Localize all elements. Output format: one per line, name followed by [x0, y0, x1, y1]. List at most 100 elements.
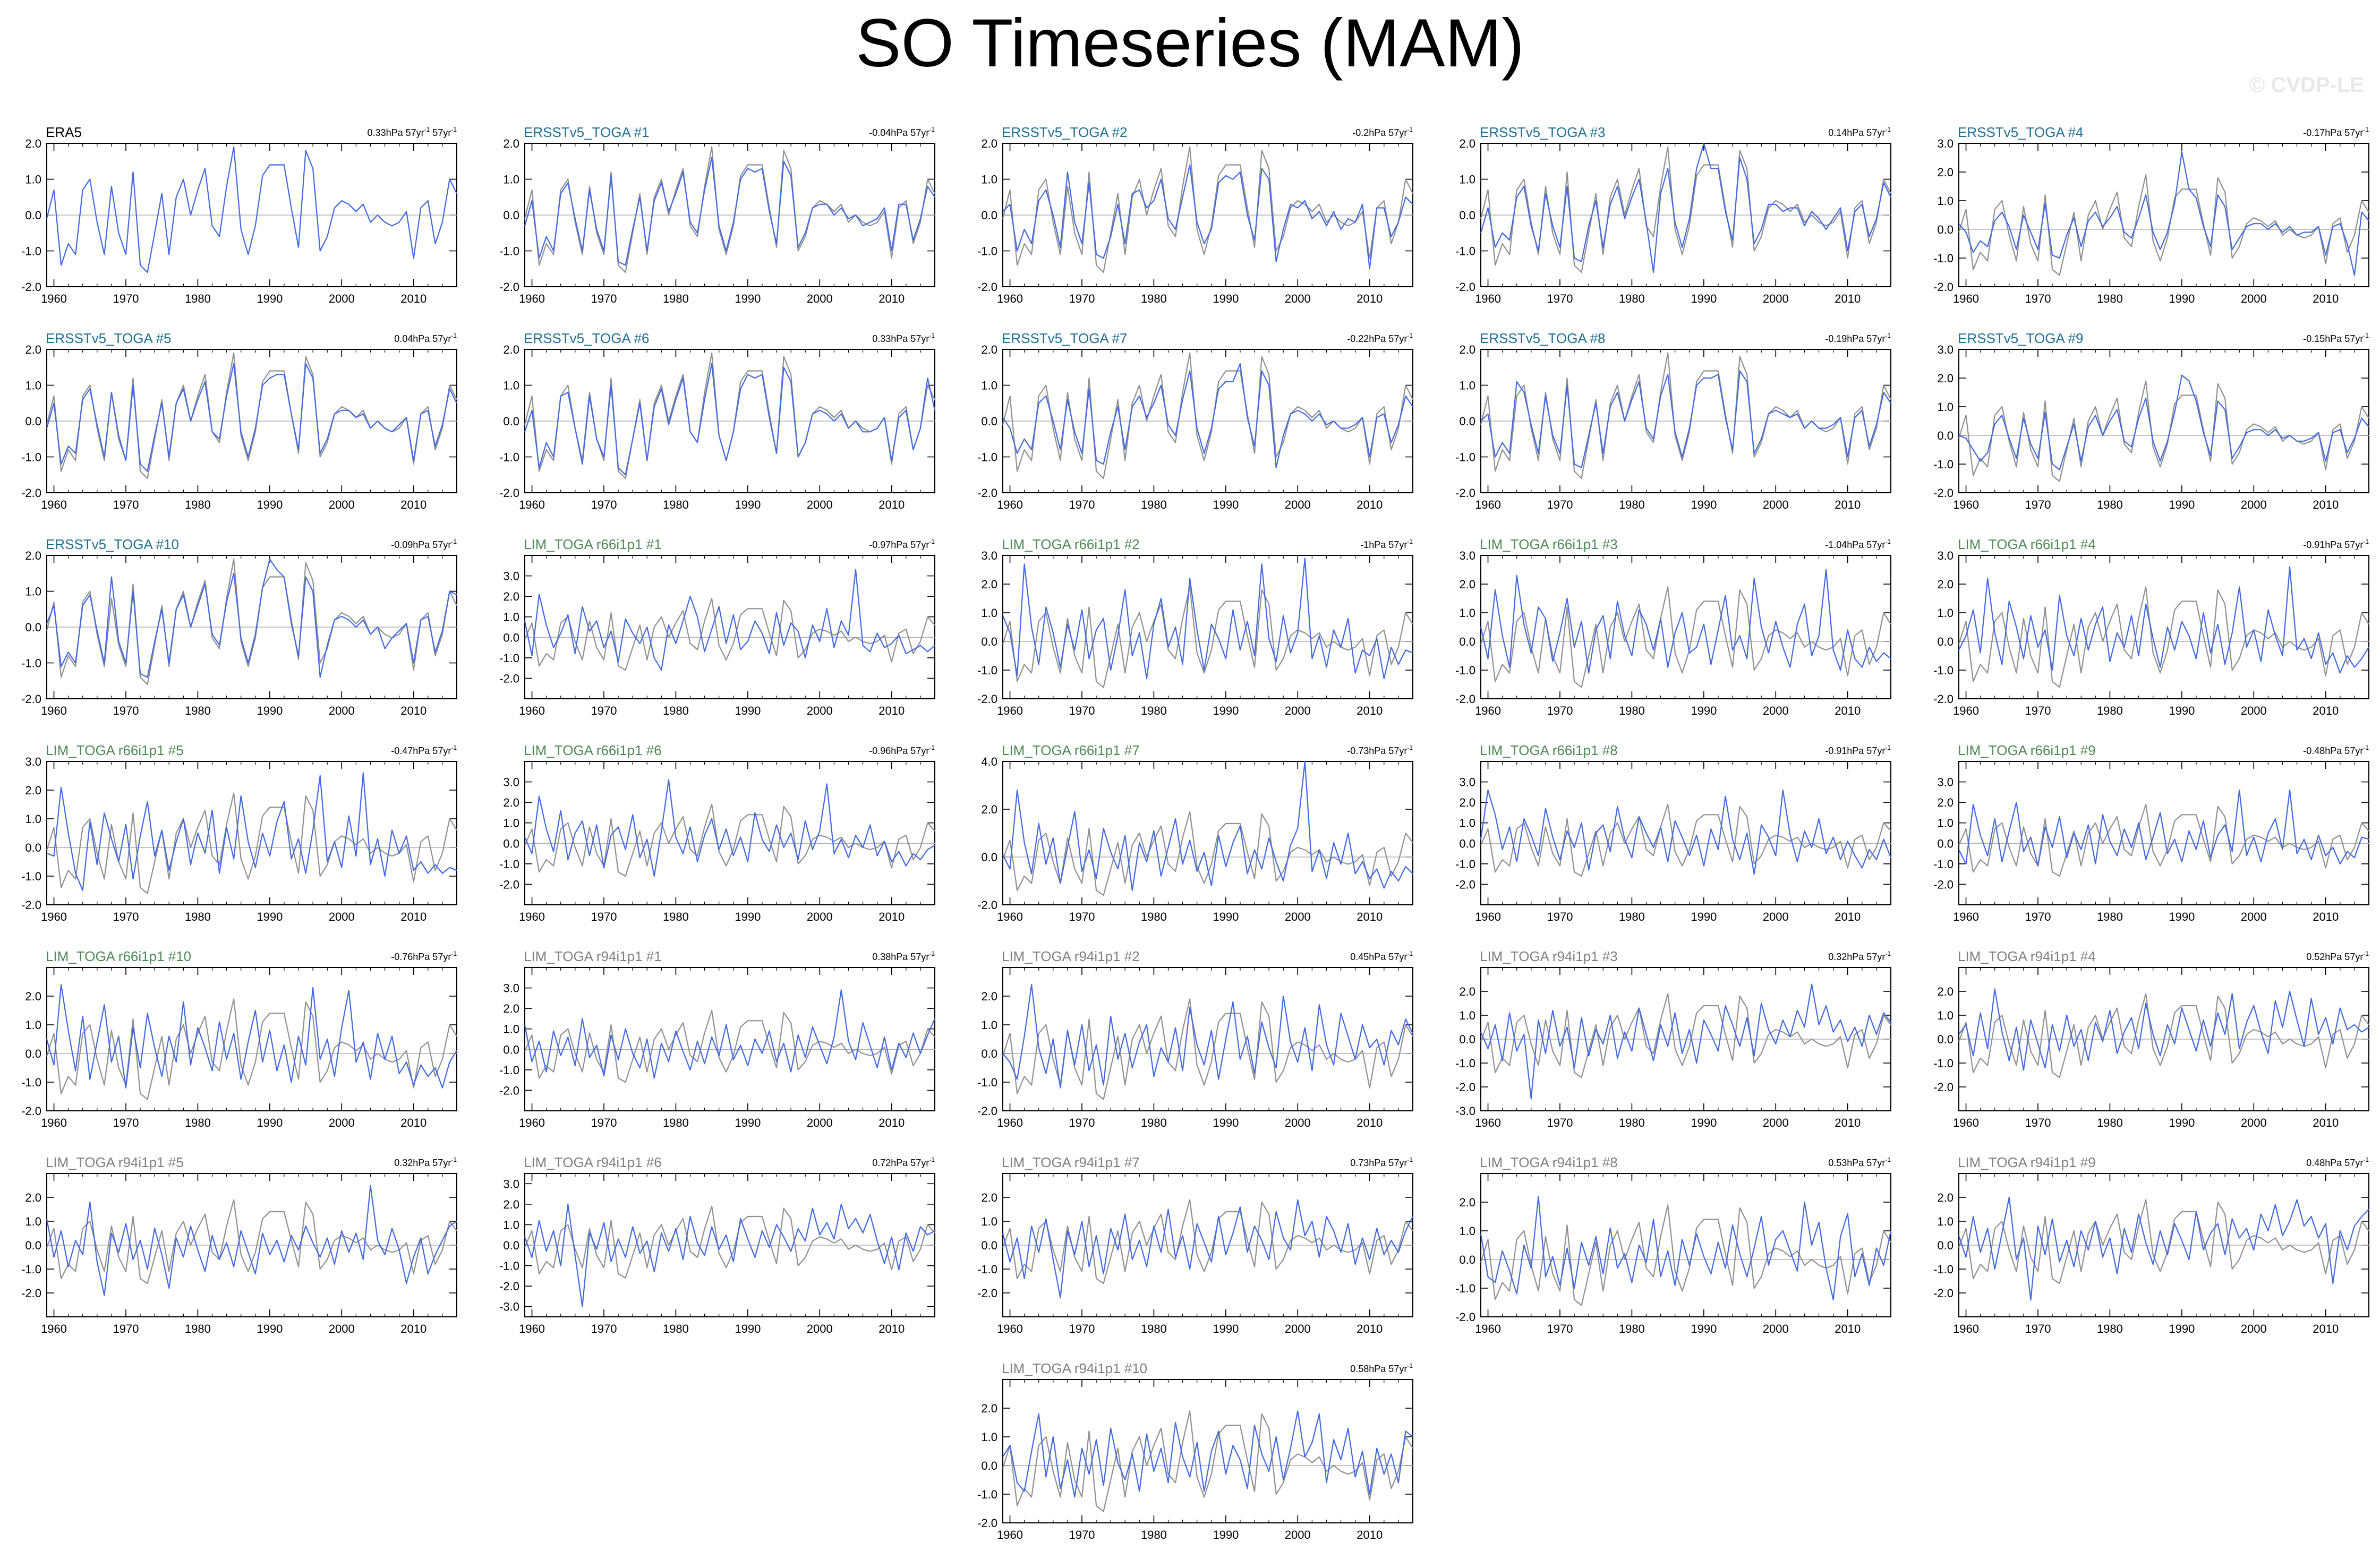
x-tick-label: 1960	[41, 292, 67, 305]
x-tick-label: 1990	[1213, 1116, 1239, 1129]
x-tick-label: 2000	[1285, 498, 1311, 511]
x-tick-label: 1960	[41, 910, 67, 923]
timeseries-chart: ERSSTv5_TOGA #9 -0.15hPa 57yr-1 1960 1970 19…	[1933, 330, 2369, 511]
x-tick-label: 2000	[2241, 292, 2267, 305]
timeseries-chart: ERSSTv5_TOGA #1 -0.04hPa 57yr-1 1960 1970 19…	[499, 124, 935, 305]
y-tick-label: -1.0	[1933, 1263, 1954, 1276]
plot-frame	[1480, 1173, 1891, 1317]
plot-frame	[1002, 1379, 1413, 1523]
x-tick-label: 2010	[878, 1322, 905, 1335]
x-tick-label: 1970	[113, 1322, 139, 1335]
timeseries-chart: LIM_TOGA r66i1p1 #7 -0.73hPa 57yr-1 1960 19…	[977, 742, 1413, 923]
x-tick-label: 1960	[1953, 704, 1979, 717]
trend-label: 0.48hPa 57yr-1	[2306, 1156, 2369, 1168]
x-tick-label: 1980	[1141, 498, 1167, 511]
y-tick-label: -1.0	[977, 664, 997, 677]
y-tick-label: 2.0	[981, 137, 997, 150]
series-line-reference	[524, 352, 935, 479]
y-tick-label: -1.0	[1933, 458, 1954, 471]
x-tick-label: 1990	[735, 704, 761, 717]
x-tick-label: 1980	[185, 1322, 211, 1335]
series-line-main	[1958, 789, 2369, 867]
y-tick-label: 0.0	[981, 415, 997, 428]
panel-title: LIM_TOGA r66i1p1 #9	[1958, 742, 2096, 758]
x-tick-label: 1990	[1691, 1116, 1717, 1129]
trend-label: -0.15hPa 57yr-1	[2303, 332, 2369, 344]
x-tick-label: 2000	[329, 1116, 355, 1129]
y-tick-label: -2.0	[21, 280, 41, 294]
y-tick-label: -2.0	[977, 1516, 997, 1530]
timeseries-panel: LIM_TOGA r94i1p1 #5 0.32hPa 57yr-1 1960 197…	[0, 1147, 478, 1354]
y-tick-label: 0.0	[25, 621, 41, 634]
timeseries-panel: LIM_TOGA r94i1p1 #1 0.38hPa 57yr-1 1960 197…	[478, 941, 956, 1148]
y-tick-label: 1.0	[981, 1430, 997, 1444]
panel-title: LIM_TOGA r66i1p1 #4	[1958, 536, 2096, 552]
x-tick-label: 1960	[997, 1116, 1023, 1129]
x-tick-label: 1990	[1691, 292, 1717, 305]
panel-title: LIM_TOGA r94i1p1 #4	[1958, 948, 2096, 964]
y-tick-label: 2.0	[503, 137, 519, 150]
x-tick-label: 1970	[591, 704, 617, 717]
x-tick-label: 1960	[519, 1116, 545, 1129]
x-tick-label: 1970	[2025, 498, 2051, 511]
y-tick-label: -1.0	[499, 652, 519, 665]
timeseries-panel: ERSSTv5_TOGA #8 -0.19hPa 57yr-1 1960 1970 19…	[1434, 323, 1912, 530]
series-line-main	[524, 989, 936, 1079]
y-tick-label: -3.0	[499, 1300, 519, 1314]
series-line-reference	[524, 1009, 935, 1083]
x-tick-label: 1960	[997, 704, 1023, 717]
panel-title: LIM_TOGA r94i1p1 #5	[46, 1154, 184, 1170]
x-tick-label: 1990	[1691, 1322, 1717, 1335]
panel-title: ERSSTv5_TOGA #8	[1480, 330, 1606, 346]
y-tick-label: 0.0	[25, 1047, 41, 1060]
timeseries-panel: LIM_TOGA r94i1p1 #9 0.48hPa 57yr-1 1960 197…	[1912, 1147, 2380, 1354]
x-tick-label: 1970	[591, 498, 617, 511]
x-tick-label: 2010	[1357, 910, 1383, 923]
timeseries-panel: ERSSTv5_TOGA #3 0.14hPa 57yr-1 1960 1970 198…	[1434, 117, 1912, 324]
y-tick-label: 2.0	[503, 1002, 519, 1015]
x-tick-label: 1990	[1213, 1528, 1239, 1541]
x-tick-label: 2000	[1763, 1322, 1789, 1335]
y-tick-label: 3.0	[503, 1177, 519, 1190]
y-tick-label: -1.0	[1455, 1282, 1475, 1295]
x-tick-label: 1980	[663, 704, 689, 717]
y-tick-label: 1.0	[25, 379, 41, 392]
y-tick-label: 1.0	[25, 585, 41, 598]
x-tick-label: 2010	[878, 1116, 905, 1129]
x-tick-label: 1990	[1213, 704, 1239, 717]
x-tick-label: 1990	[1691, 704, 1717, 717]
trend-label: 0.32hPa 57yr-1	[394, 1156, 457, 1168]
panel-title: LIM_TOGA r94i1p1 #9	[1958, 1154, 2096, 1170]
x-tick-label: 1970	[2025, 1322, 2051, 1335]
y-tick-label: -2.0	[1455, 1081, 1475, 1094]
x-tick-label: 1970	[1547, 1322, 1573, 1335]
series-line-main	[46, 984, 457, 1089]
x-tick-label: 1960	[997, 1528, 1023, 1541]
plot-frame	[1958, 349, 2369, 493]
series-line-reference	[1480, 803, 1891, 877]
y-tick-label: -2.0	[1455, 878, 1475, 891]
x-tick-label: 2000	[329, 498, 355, 511]
x-tick-label: 2010	[2313, 1322, 2339, 1335]
y-tick-label: 2.0	[981, 343, 997, 356]
series-line-reference	[1958, 993, 2369, 1078]
x-tick-label: 1960	[41, 1322, 67, 1335]
x-tick-label: 2000	[2241, 1322, 2267, 1335]
y-tick-label: 1.0	[981, 1018, 997, 1032]
x-tick-label: 1980	[2097, 498, 2123, 511]
y-tick-label: 2.0	[1937, 796, 1954, 809]
series-line-main	[46, 146, 457, 273]
x-tick-label: 1980	[185, 498, 211, 511]
trend-label: -0.22hPa 57yr-1	[1347, 332, 1413, 344]
trend-label: -1hPa 57yr-1	[1360, 538, 1413, 550]
x-tick-label: 2010	[1835, 910, 1861, 923]
x-tick-label: 2010	[878, 704, 905, 717]
y-tick-label: -2.0	[21, 486, 41, 500]
y-tick-label: 1.0	[25, 1215, 41, 1228]
series-line-main	[1002, 363, 1413, 468]
x-tick-label: 1990	[2169, 910, 2195, 923]
timeseries-chart: LIM_TOGA r94i1p1 #2 0.45hPa 57yr-1 1960 197…	[977, 948, 1413, 1129]
x-tick-label: 1970	[2025, 1116, 2051, 1129]
series-line-reference	[1480, 146, 1891, 273]
x-tick-label: 1980	[185, 1116, 211, 1129]
